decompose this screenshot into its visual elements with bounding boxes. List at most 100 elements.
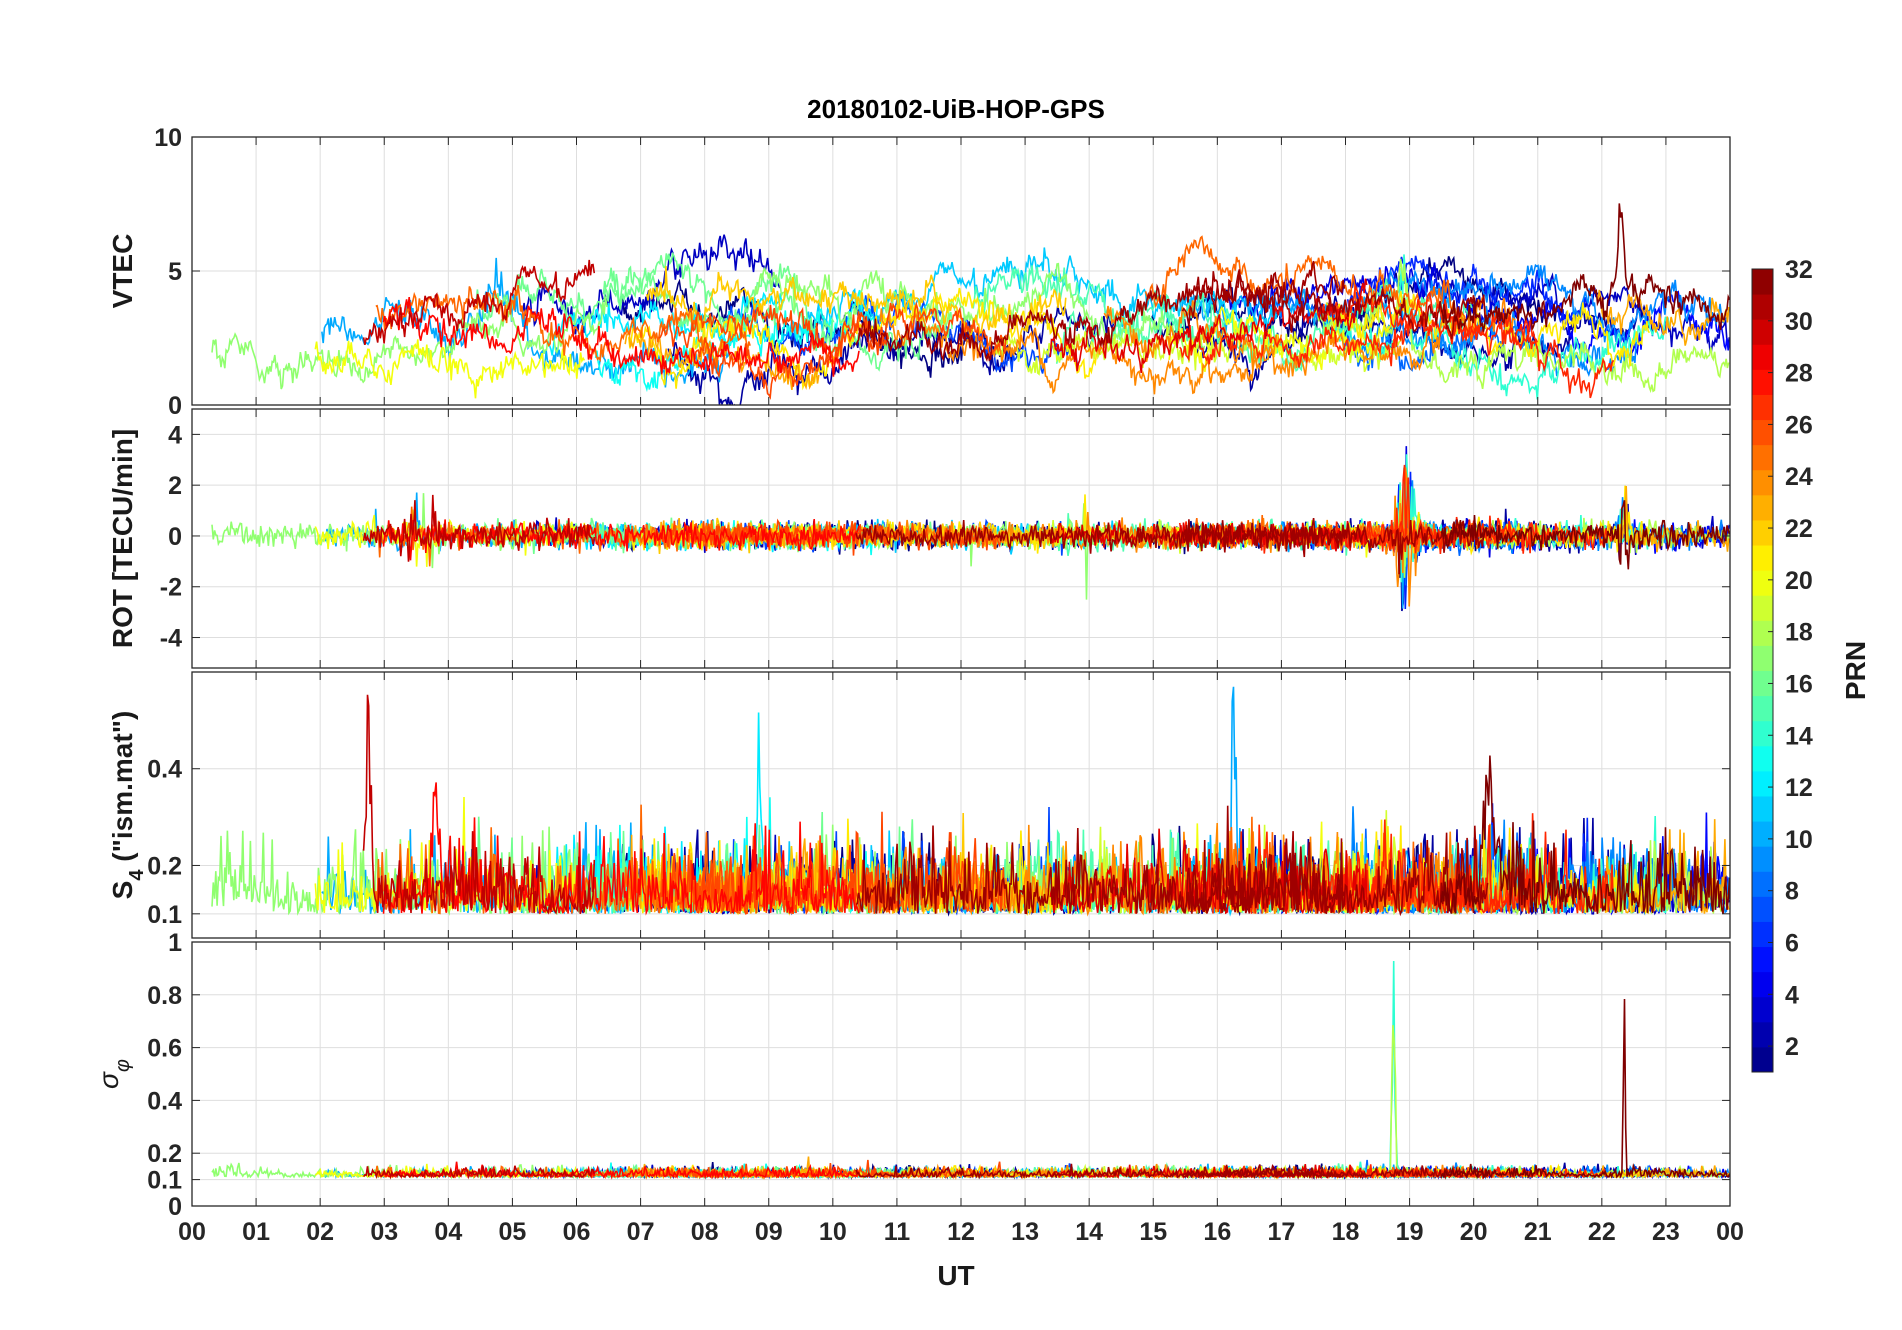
colorbar-band <box>1752 795 1773 822</box>
series-group <box>211 203 1730 405</box>
colorbar-band <box>1752 294 1773 320</box>
prn-17-line <box>211 296 609 390</box>
colorbar-band <box>1752 444 1773 471</box>
x-tick-label: 18 <box>1332 1218 1360 1246</box>
colorbar-tick-label: 12 <box>1785 774 1813 802</box>
x-tick-label: 14 <box>1075 1218 1103 1246</box>
panel-4: 00.10.2 0.4 0.6 0.8 1 σφ <box>93 929 1731 1221</box>
prn-32-line <box>1440 755 1730 914</box>
colorbar-band <box>1752 971 1773 998</box>
colorbar-band <box>1752 821 1773 847</box>
y-tick-label: 0.4 <box>147 756 182 784</box>
colorbar-tick-label: 32 <box>1785 256 1813 284</box>
x-tick-label: 23 <box>1652 1218 1680 1246</box>
prn-18-line <box>1308 258 1730 394</box>
colorbar-band <box>1752 394 1773 421</box>
prn-22-line <box>645 266 1067 345</box>
y-tick-label: 0.8 <box>147 982 182 1010</box>
x-tick-label: 06 <box>563 1218 591 1246</box>
colorbar-box <box>1751 268 1774 1073</box>
prn-20-line <box>314 339 586 399</box>
colorbar-tick-label: 30 <box>1785 308 1813 336</box>
x-tick-label: 02 <box>306 1218 334 1246</box>
x-tick-label: 15 <box>1139 1218 1167 1246</box>
colorbar-band <box>1752 620 1773 646</box>
x-tick-label: 16 <box>1203 1218 1231 1246</box>
y-axis-label-panel-1: VTEC <box>107 234 138 309</box>
x-tick-label: 00 <box>1716 1218 1744 1246</box>
prn-28-line <box>382 1161 860 1180</box>
y-tick-label: 4 <box>168 421 182 449</box>
colorbar-tick-label: 6 <box>1785 929 1799 957</box>
x-tick-label: 12 <box>947 1218 975 1246</box>
colorbar-tick-label: 16 <box>1785 670 1813 698</box>
colorbar-tick-label: 8 <box>1785 878 1799 906</box>
y-tick-label: 0 <box>168 1193 182 1221</box>
colorbar-band <box>1752 319 1773 345</box>
series-group <box>211 686 1730 917</box>
colorbar-band <box>1752 896 1773 922</box>
y-tick-label: 10 <box>154 124 182 152</box>
y-tick-label: 0.2 <box>147 852 182 880</box>
prn-25-line <box>375 285 751 369</box>
prn-30-line <box>362 694 596 915</box>
prn-13-line <box>594 289 879 393</box>
x-tick-label: 21 <box>1524 1218 1552 1246</box>
x-tick-label: 00 <box>178 1218 206 1246</box>
y-tick-label: 5 <box>168 258 182 286</box>
colorbar-tick-label: 4 <box>1785 981 1799 1009</box>
panel-2: -4 -2 0 2 4 ROT [TECU/min] <box>107 408 1731 669</box>
colorbar-band <box>1752 921 1773 948</box>
x-tick-label: 04 <box>434 1218 462 1246</box>
x-tick-label: 11 <box>884 1218 911 1246</box>
x-tick-label: 10 <box>819 1218 847 1246</box>
colorbar-band <box>1752 645 1773 671</box>
prn-31-line <box>855 517 1346 554</box>
prn-28-line <box>382 297 860 377</box>
y-tick-label: 2 <box>168 472 182 500</box>
colorbar-tick-label: 26 <box>1785 411 1813 439</box>
colorbar-tick-label: 28 <box>1785 360 1813 388</box>
y-tick-label: -4 <box>160 625 182 653</box>
chart-title: 20180102-UiB-HOP-GPS <box>807 94 1105 124</box>
colorbar-band <box>1752 770 1773 797</box>
prn-26-line <box>692 832 1007 915</box>
colorbar-band <box>1752 595 1773 621</box>
colorbar-band <box>1752 946 1773 973</box>
prn-21-line <box>1325 291 1651 367</box>
x-tick-label: 19 <box>1396 1218 1424 1246</box>
x-tick-label: 07 <box>627 1218 655 1246</box>
prn-3-line <box>521 234 781 335</box>
prn-32-line <box>1440 500 1730 570</box>
y-tick-label: 0.1 <box>147 901 182 929</box>
colorbar-band <box>1752 469 1773 496</box>
colorbar-band <box>1752 846 1773 872</box>
colorbar-band <box>1752 570 1773 596</box>
colorbar-band <box>1752 670 1773 697</box>
colorbar-band <box>1752 871 1773 897</box>
series-group <box>211 960 1730 1181</box>
colorbar-tick-label: 22 <box>1785 515 1813 543</box>
colorbar-tick-label: 14 <box>1785 722 1813 750</box>
y-axis-label-panel-4: σφ <box>93 1059 134 1089</box>
prn-23-line <box>1597 289 1730 346</box>
prn-19-line <box>994 318 1403 376</box>
colorbar-band <box>1752 745 1773 772</box>
prn-30-line <box>362 494 596 562</box>
colorbar-band <box>1752 494 1773 521</box>
x-tick-label: 22 <box>1588 1218 1616 1246</box>
colorbar-band <box>1752 419 1773 446</box>
series-group <box>211 446 1730 612</box>
colorbar-tick-label: 20 <box>1785 567 1813 595</box>
colorbar-band <box>1752 344 1773 370</box>
x-tick-label: 09 <box>755 1218 783 1246</box>
colorbar-band <box>1752 720 1773 747</box>
colorbar-band <box>1752 1021 1773 1048</box>
colorbar-tick-label: 10 <box>1785 826 1813 854</box>
prn-14-line <box>1323 254 1671 400</box>
colorbar-band <box>1752 519 1773 546</box>
colorbar-band <box>1752 369 1773 395</box>
y-tick-label: 0.6 <box>147 1035 182 1063</box>
